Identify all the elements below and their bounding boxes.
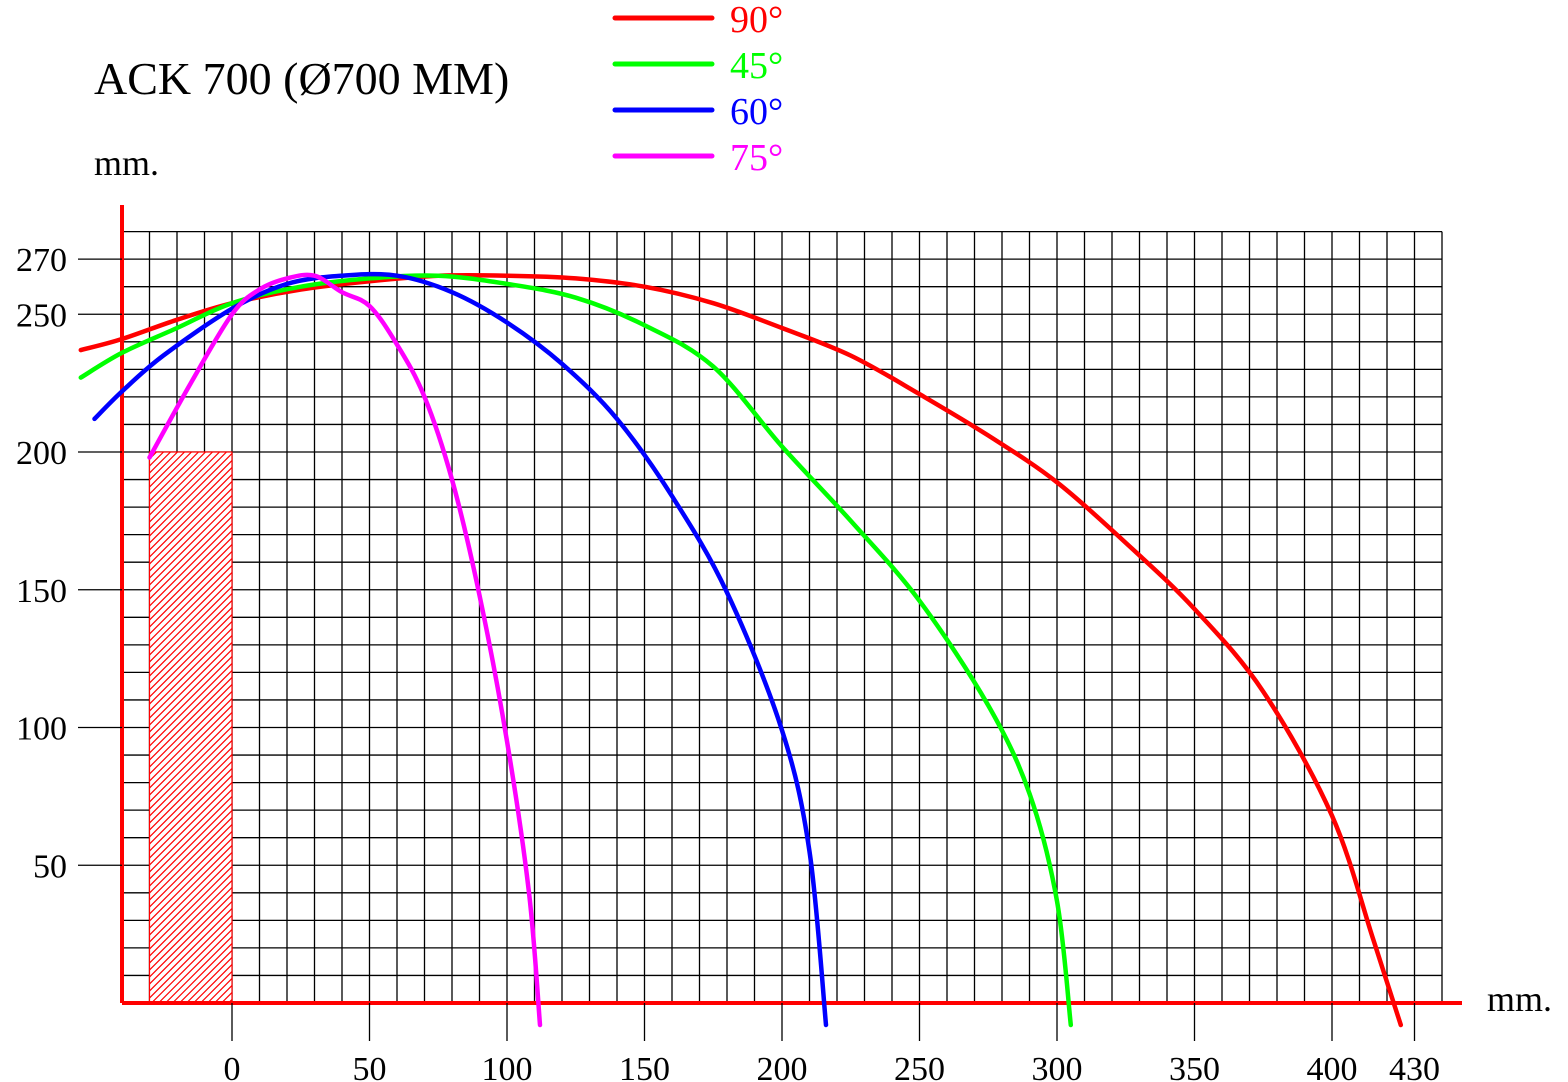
hatch-line — [149, 676, 232, 761]
series-line-90-deg — [78, 272, 1404, 1028]
axis-ticks: 0 50 100 150 200 250 300 350 400 430 50 100 150 200 25… — [16, 242, 1440, 1082]
hatch-line — [149, 907, 232, 992]
legend-label: 60° — [730, 91, 783, 133]
hatch-line — [149, 830, 232, 915]
series-line-75-deg — [147, 272, 543, 1028]
hatched-region — [148, 451, 233, 1004]
hatch-line — [149, 900, 232, 985]
hatch-line — [149, 515, 232, 600]
x-tick-label: 200 — [757, 1051, 808, 1082]
x-tick-label: 150 — [619, 1051, 670, 1082]
hatch-line — [149, 466, 232, 551]
hatch-line — [149, 683, 232, 768]
hatch-line — [149, 886, 232, 971]
hatch-line — [149, 704, 232, 789]
hatch-line — [149, 508, 232, 593]
x-tick-label: 0 — [224, 1051, 241, 1082]
y-tick-label: 250 — [16, 297, 67, 334]
x-tick-label: 400 — [1307, 1051, 1358, 1082]
hatch-line — [149, 536, 232, 621]
x-tick-label: 100 — [482, 1051, 533, 1082]
hatch-line — [149, 872, 232, 957]
legend-label: 75° — [730, 137, 783, 179]
hatch-line — [149, 690, 232, 775]
x-tick-label: 350 — [1169, 1051, 1220, 1082]
hatch-line — [149, 718, 232, 803]
hatch-line — [149, 655, 232, 740]
hatch-line — [149, 697, 232, 782]
chart-title: ACK 700 (Ø700 MM) — [94, 53, 509, 104]
hatch-line — [149, 858, 232, 943]
grid — [121, 230, 1443, 1004]
series-line-60-deg — [92, 271, 829, 1028]
y-tick-label: 50 — [33, 848, 67, 885]
y-tick-label: 100 — [16, 711, 67, 748]
hatch-lines — [149, 452, 232, 1003]
y-tick-label: 270 — [16, 242, 67, 279]
hatch-line — [149, 844, 232, 929]
hatch-line — [149, 522, 232, 607]
hatch-line — [149, 851, 232, 936]
hatch-line — [149, 473, 232, 558]
hatch-line — [149, 893, 232, 978]
x-tick-label: 430 — [1389, 1051, 1440, 1082]
hatch-line — [149, 711, 232, 796]
hatch-line — [149, 480, 232, 565]
hatch-line — [149, 669, 232, 754]
hatch-line — [149, 487, 232, 572]
legend: 90°45°60°75° — [612, 0, 783, 179]
hatch-line — [149, 865, 232, 950]
axes — [120, 205, 1462, 1005]
x-tick-label: 300 — [1032, 1051, 1083, 1082]
hatch-line — [149, 501, 232, 586]
y-tick-label: 200 — [16, 435, 67, 472]
hatch-line — [149, 648, 232, 733]
y-tick-label: 150 — [16, 573, 67, 610]
legend-label: 90° — [730, 0, 783, 41]
series-group — [78, 271, 1404, 1028]
x-tick-label: 250 — [894, 1051, 945, 1082]
hatch-line — [149, 837, 232, 922]
hatch-line — [149, 725, 232, 810]
hatch-line — [149, 662, 232, 747]
y-axis-unit-label: mm. — [94, 143, 159, 183]
x-tick-label: 50 — [353, 1051, 387, 1082]
hatch-line — [149, 529, 232, 614]
hatch-line — [149, 879, 232, 964]
legend-label: 45° — [730, 45, 783, 87]
hatch-line — [149, 494, 232, 579]
x-axis-unit-label: mm. — [1487, 979, 1552, 1019]
